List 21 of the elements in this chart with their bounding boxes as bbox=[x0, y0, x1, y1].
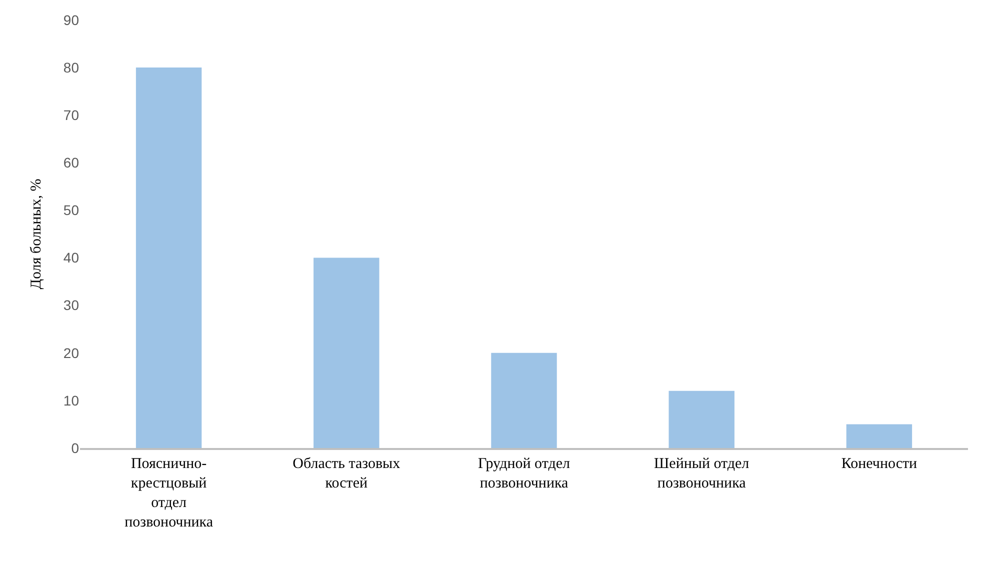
y-tick-label: 90 bbox=[63, 12, 80, 28]
bar bbox=[314, 258, 380, 448]
y-tick-label: 60 bbox=[63, 154, 80, 171]
x-tick-label: Пояснично-крестцовый отдел позвоночника bbox=[124, 456, 214, 530]
y-tick-label: 40 bbox=[63, 250, 80, 266]
x-tick-label: Шейный отдел позвоночника bbox=[654, 456, 750, 492]
bar bbox=[846, 424, 912, 448]
bar bbox=[668, 390, 734, 448]
x-tick-label: Грудной отдел позвоночника bbox=[478, 456, 570, 492]
x-tick-label: Конечности bbox=[841, 456, 918, 472]
y-tick-label: 20 bbox=[63, 344, 80, 361]
y-tick-label: 0 bbox=[71, 440, 80, 456]
x-tick-label: Область тазовых костей bbox=[292, 456, 401, 492]
y-axis-title: Доля больных, % bbox=[28, 178, 45, 290]
y-tick-label: 30 bbox=[63, 297, 80, 314]
y-tick-label: 70 bbox=[63, 107, 80, 124]
bar bbox=[491, 352, 557, 448]
y-tick-label: 80 bbox=[63, 59, 80, 76]
bar bbox=[136, 68, 202, 448]
y-tick-label: 50 bbox=[63, 202, 80, 218]
y-tick-label: 10 bbox=[63, 392, 80, 408]
